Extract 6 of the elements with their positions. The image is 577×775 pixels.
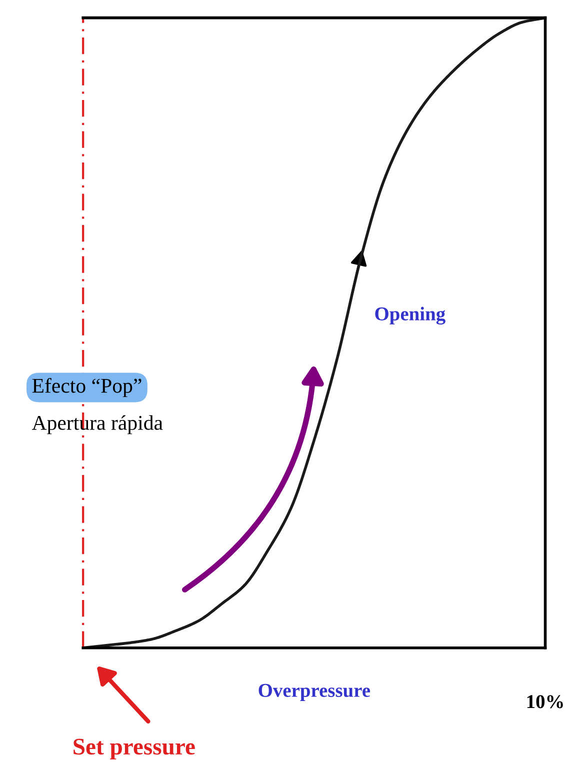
text: 10%: [527, 695, 563, 708]
annotation: Opening: [375, 306, 446, 325]
annotation: Efecto “Pop”: [32, 378, 142, 398]
text: Set pressure: [74, 738, 195, 760]
x-axis-title: Overpressure: [258, 684, 370, 701]
annotation: Apertura rápida: [32, 415, 163, 434]
